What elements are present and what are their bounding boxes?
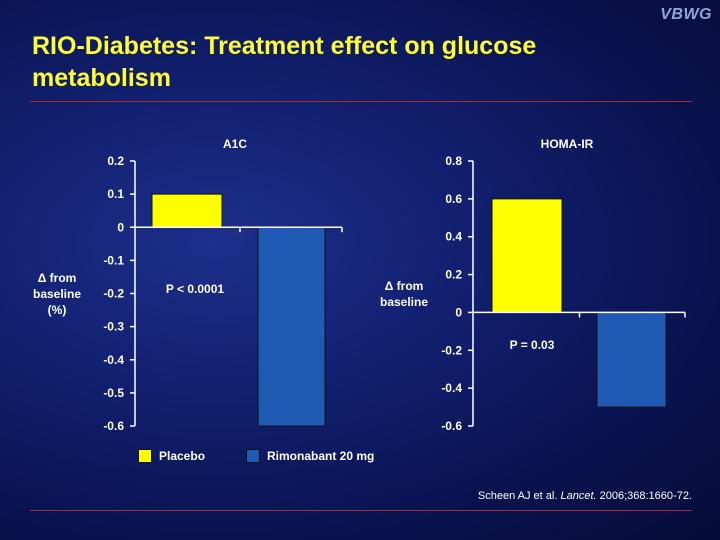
bar-placebo <box>491 198 563 313</box>
y-axis-label: Δ from baseline <box>380 279 428 309</box>
y-tick-label: -0.5 <box>103 386 124 400</box>
bar-placebo <box>151 193 223 228</box>
legend-placebo: Placebo <box>138 449 205 463</box>
citation-authors: Scheen AJ et al. <box>477 490 558 502</box>
y-tick-label: -0.4 <box>441 381 462 395</box>
citation: Scheen AJ et al. Lancet. 2006;368:1660-7… <box>478 490 692 502</box>
y-tick-label: 0 <box>455 305 462 319</box>
footer-divider <box>30 510 692 511</box>
y-axis-label-line: (%) <box>48 303 67 317</box>
y-tick-label: -0.2 <box>103 287 124 301</box>
y-tick-label: 0.6 <box>445 192 462 206</box>
y-tick-label: -0.1 <box>103 253 124 267</box>
y-axis-label-line: baseline <box>33 287 81 301</box>
slide-title: RIO-Diabetes: Treatment effect on glucos… <box>32 32 537 92</box>
p-value-annotation: P = 0.03 <box>510 338 555 352</box>
y-axis-label: Δ from baseline (%) <box>33 271 81 317</box>
y-axis-label-line: baseline <box>380 295 428 309</box>
legend-swatch-placebo <box>138 449 152 463</box>
citation-journal: Lancet. <box>560 490 597 502</box>
y-tick-label: 0.4 <box>445 230 462 244</box>
chart-title-1: A1C <box>223 137 247 151</box>
legend-label-placebo: Placebo <box>159 449 206 463</box>
y-tick-label: -0.6 <box>441 419 462 433</box>
y-tick-label: 0.2 <box>445 268 462 282</box>
y-tick-label: -0.6 <box>103 419 124 433</box>
y-tick-label: 0.2 <box>107 154 124 168</box>
legend-swatch-rimonabant <box>246 449 260 463</box>
y-axis-label-line: Δ from <box>38 271 77 285</box>
brand-logo: VBWG <box>660 6 712 23</box>
y-tick-label: -0.3 <box>103 320 124 334</box>
y-tick-label: 0 <box>117 220 124 234</box>
p-value-annotation: P < 0.0001 <box>166 282 224 296</box>
bar-rimonabant <box>257 226 326 427</box>
y-tick-label: -0.4 <box>103 353 124 367</box>
legend-rimonabant: Rimonabant 20 mg <box>246 449 374 463</box>
title-divider <box>30 101 692 102</box>
legend-label-rimonabant: Rimonabant 20 mg <box>267 449 375 463</box>
chart-title-2: HOMA-IR <box>541 137 594 151</box>
y-tick-label: 0.1 <box>107 187 124 201</box>
y-axis-label-line: Δ from <box>385 279 424 293</box>
y-tick-label: -0.2 <box>441 343 462 357</box>
citation-details: 2006;368:1660-72. <box>599 490 692 502</box>
y-tick-label: 0.8 <box>445 154 462 168</box>
bar-rimonabant <box>596 311 667 408</box>
